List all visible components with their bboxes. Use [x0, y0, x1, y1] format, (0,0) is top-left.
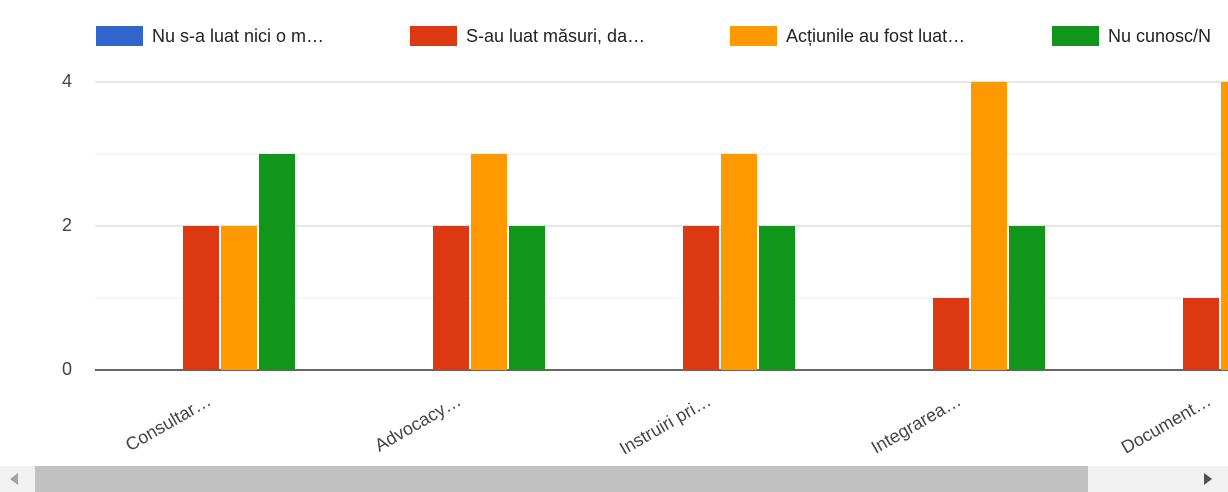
bar: [1009, 226, 1045, 370]
bar: [259, 154, 295, 370]
x-tick-label: Instruiri pri…: [616, 390, 714, 458]
legend-swatch: [1052, 26, 1099, 46]
legend-swatch: [96, 26, 143, 46]
bar: [183, 226, 219, 370]
bar: [721, 154, 757, 370]
y-tick-label: 0: [62, 359, 72, 379]
x-tick-label: Document…: [1118, 390, 1215, 457]
x-tick-label: Consultar…: [122, 390, 214, 455]
plot: 0 2 4 Consultar… Advocacy… Instruiri pri… Inte…: [62, 26, 1228, 459]
bar: [759, 226, 795, 370]
scrollbar[interactable]: [0, 466, 1228, 492]
bar: [221, 226, 257, 370]
bar: [1183, 298, 1219, 370]
bar: [971, 82, 1007, 370]
legend-label: Nu cunosc/N: [1108, 26, 1211, 46]
bar: [433, 226, 469, 370]
bar: [471, 154, 507, 370]
legend-swatch: [410, 26, 457, 46]
legend-swatch: [730, 26, 777, 46]
legend-label: Acțiunile au fost luat…: [786, 26, 965, 46]
x-tick-label: Integrarea…: [868, 390, 965, 457]
bar: [933, 298, 969, 370]
scroll-left[interactable]: [10, 473, 18, 485]
bar: [683, 226, 719, 370]
bar: [509, 226, 545, 370]
y-tick-label: 2: [62, 215, 72, 235]
bar: [1221, 82, 1228, 370]
scroll-thumb[interactable]: [35, 466, 1088, 492]
scroll-right[interactable]: [1204, 473, 1212, 485]
y-tick-label: 4: [62, 71, 72, 91]
legend-label: Nu s-a luat nici o m…: [152, 26, 324, 46]
x-tick-label: Advocacy…: [371, 390, 464, 455]
legend-label: S-au luat măsuri, da…: [466, 26, 645, 46]
